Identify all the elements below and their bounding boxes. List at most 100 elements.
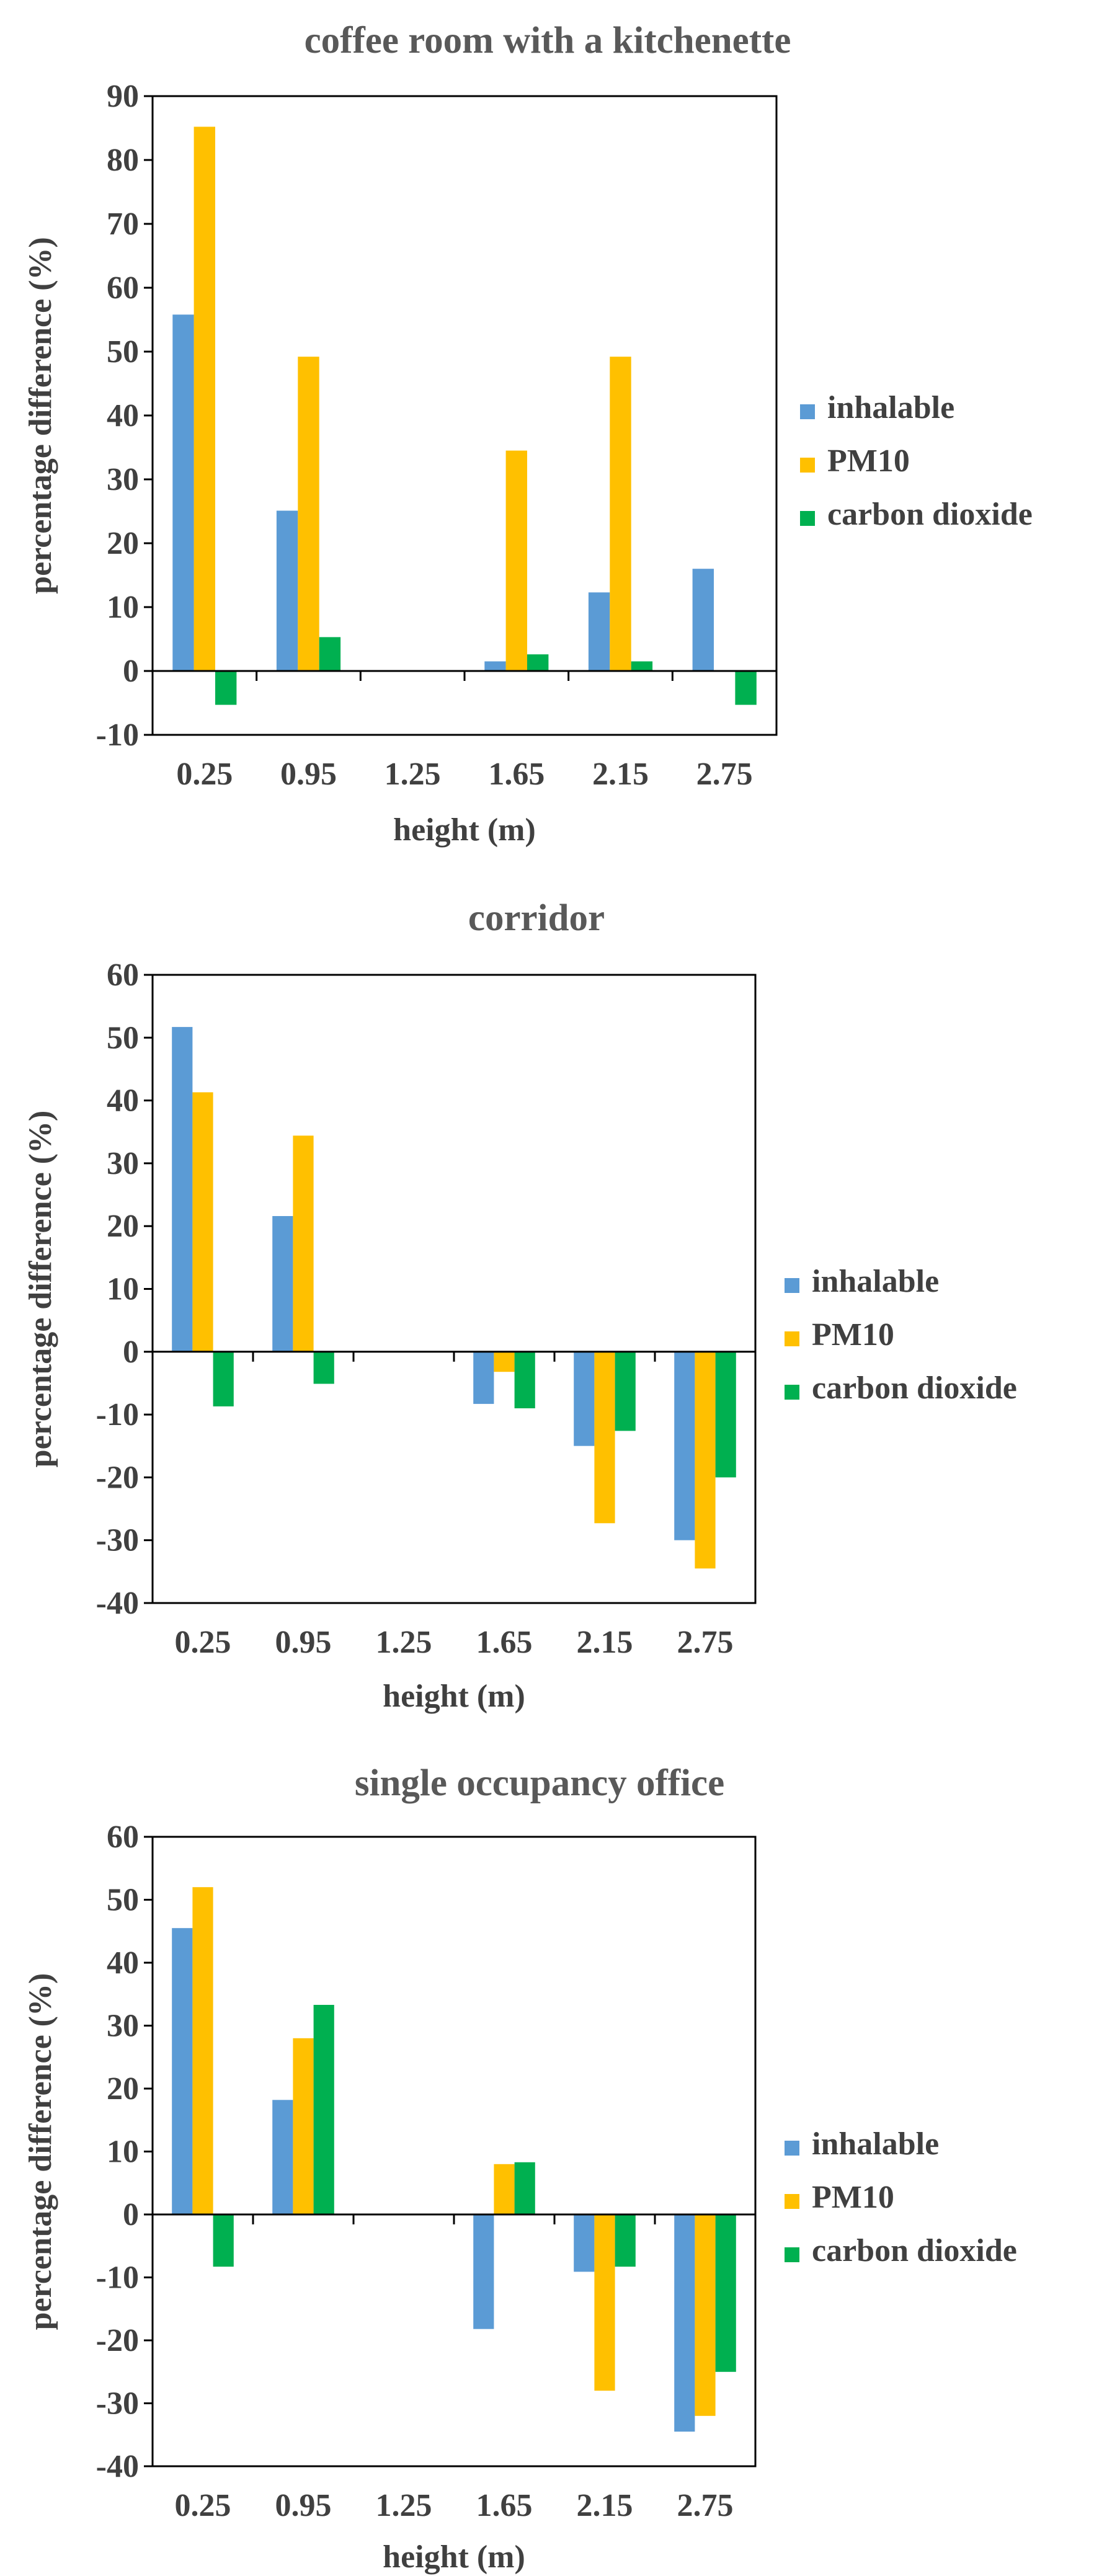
x-tick-label: 0.25 [175,2488,231,2523]
bar-inhalable-1.65 [473,1351,494,1404]
bar-inhalable-0.95 [272,1216,293,1352]
y-tick-label: 60 [107,270,139,306]
plot-frame [151,974,757,1604]
legend-label-inhalable: inhalable [812,2126,939,2162]
bar-inhalable-0.95 [272,2100,293,2214]
x-tick-label: 1.25 [376,2488,432,2523]
y-tick-label: 10 [107,2134,139,2170]
bar-pm10-2.15 [610,357,631,671]
bar-pm10-0.25 [192,1092,213,1352]
bar-inhalable-1.65 [473,2214,494,2329]
chart-3: single occupancy office -40 -30 -20 -10 0 10 20… [23,1762,1017,2575]
y-axis-title: percentage difference (%) [23,1111,58,1468]
y-tick-label: 60 [107,957,139,993]
bar-inhalable-0.25 [172,1928,193,2214]
bar-carbon-dioxide-1.65 [527,654,549,671]
x-tick-label: 2.15 [592,757,649,792]
bar-pm10-0.95 [293,1135,314,1352]
bar-carbon-dioxide-0.25 [215,671,237,705]
x-tick-label: 2.15 [577,1625,633,1660]
bar-pm10-1.65 [494,2164,515,2214]
chart-2: corridor -40 -30 -20 -10 0 10 20 30 40 50 60 0.25 0.9… [23,897,1017,1714]
y-tick-label: 30 [107,1146,139,1181]
legend-label-pm10: PM10 [812,1317,894,1352]
y-tick-label: -20 [96,1460,139,1495]
bar-pm10-1.65 [505,450,527,671]
y-tick-label: 10 [107,1272,139,1307]
legend-label-pm10: PM10 [812,2180,894,2215]
bar-inhalable-2.75 [692,569,714,671]
legend-swatch-carbon-dioxide [785,1385,799,1400]
bar-pm10-0.25 [193,127,215,671]
x-axis-title: height (m) [383,1679,525,1714]
y-tick-label: 20 [107,2071,139,2107]
y-tick-label: 60 [107,1819,139,1855]
y-tick-label: -40 [96,2449,139,2484]
x-tick-label: 2.75 [677,2488,734,2523]
legend: inhalable PM10 carbon dioxide [785,1264,1017,1406]
legend: inhalable PM10 carbon dioxide [785,2126,1017,2268]
x-axis-title: height (m) [383,2539,525,2575]
legend-label-carbon-dioxide: carbon dioxide [812,1370,1017,1406]
bar-pm10-2.75 [695,1351,716,1569]
y-tick-label: 80 [107,143,139,178]
y-tick-label: -10 [96,1397,139,1432]
y-tick-label: 20 [107,1209,139,1244]
legend-swatch-inhalable [785,2141,799,2156]
bar-carbon-dioxide-2.75 [715,2214,736,2372]
chart-title: single occupancy office [355,1762,724,1804]
bar-pm10-0.95 [293,2038,314,2214]
legend-swatch-carbon-dioxide [800,511,815,526]
y-tick-label: 40 [107,1945,139,1981]
x-tick-label: 1.25 [385,757,441,792]
y-tick-label: 40 [107,398,139,433]
bar-inhalable-0.25 [172,314,194,671]
y-axis-title: percentage difference (%) [23,237,58,594]
legend-swatch-carbon-dioxide [785,2247,799,2262]
y-tick-label: -30 [96,2386,139,2422]
legend-label-carbon-dioxide: carbon dioxide [827,497,1033,532]
chart-title: corridor [468,897,605,939]
x-tick-label: 0.95 [275,2488,332,2523]
legend-swatch-inhalable [800,404,815,419]
bar-inhalable-2.75 [674,2214,695,2432]
bar-inhalable-2.15 [574,1351,595,1446]
x-tick-label: 0.25 [176,757,233,792]
bar-carbon-dioxide-0.95 [313,1351,334,1384]
bar-inhalable-2.75 [674,1351,695,1540]
bar-pm10-1.65 [494,1351,515,1372]
bar-carbon-dioxide-1.65 [514,2162,535,2214]
chart-title: coffee room with a kitchenette [305,20,791,61]
y-tick-label: 30 [107,462,139,497]
x-tick-label: 2.75 [696,757,753,792]
y-tick-label: -20 [96,2323,139,2358]
bar-inhalable-2.15 [588,592,610,671]
bar-pm10-2.15 [594,1351,615,1524]
bar-inhalable-0.95 [276,510,298,671]
y-tick-label: 40 [107,1083,139,1119]
y-tick-label: 0 [123,654,139,689]
bar-carbon-dioxide-1.65 [514,1351,535,1408]
legend: inhalable PM10 carbon dioxide [800,390,1033,532]
x-tick-label: 1.25 [376,1625,432,1660]
bar-carbon-dioxide-2.75 [735,671,757,705]
y-tick-label: -40 [96,1586,139,1621]
chart-1: coffee room with a kitchenette -10 0 10 20 30… [23,20,1033,848]
legend-swatch-pm10 [800,458,815,473]
legend-swatch-inhalable [785,1278,799,1293]
legend-label-inhalable: inhalable [812,1264,939,1299]
y-tick-label: 50 [107,1020,139,1055]
legend-label-carbon-dioxide: carbon dioxide [812,2233,1017,2268]
plot-frame [151,1836,757,2467]
bar-pm10-2.15 [594,2214,615,2391]
y-tick-label: -10 [96,717,139,753]
x-tick-label: 1.65 [476,2488,533,2523]
y-tick-label: 0 [123,2197,139,2232]
legend-swatch-pm10 [785,1331,799,1346]
legend-label-inhalable: inhalable [827,390,954,425]
legend-label-pm10: PM10 [827,443,910,479]
y-tick-label: 50 [107,1883,139,1918]
bar-carbon-dioxide-2.15 [615,2214,636,2267]
bar-carbon-dioxide-2.15 [615,1351,636,1431]
